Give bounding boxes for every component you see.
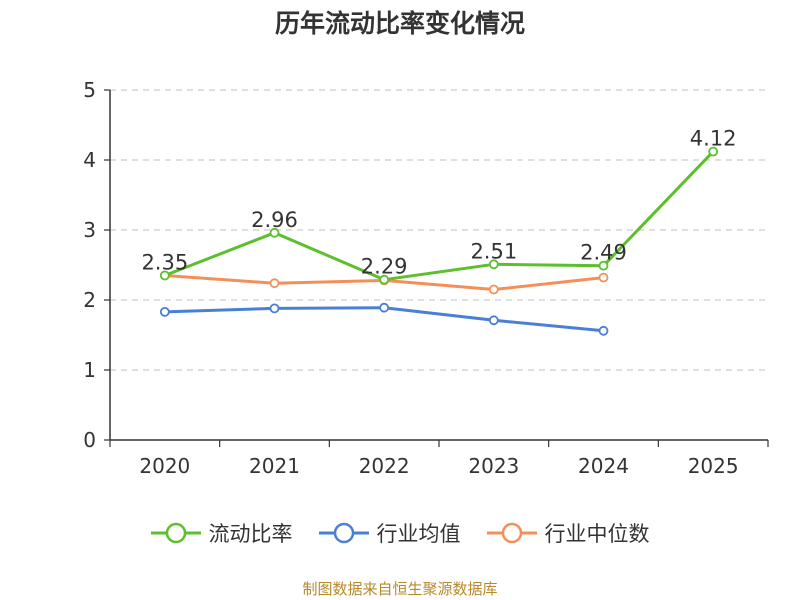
legend: 流动比率 行业均值 行业中位数 — [0, 518, 800, 548]
y-tick-label: 0 — [83, 428, 96, 452]
data-labels: 2.35 2.96 2.29 2.51 2.49 4.12 — [141, 127, 736, 279]
axes — [109, 90, 768, 441]
data-point[interactable] — [598, 260, 609, 271]
x-tick-label: 2025 — [688, 454, 739, 478]
legend-line-icon — [150, 522, 201, 544]
data-label: 2.35 — [141, 251, 188, 275]
data-point[interactable] — [598, 325, 609, 336]
data-point[interactable] — [708, 146, 719, 157]
legend-item[interactable]: 行业均值 — [318, 518, 461, 548]
chart-title: 历年流动比率变化情况 — [274, 9, 525, 38]
data-point[interactable] — [269, 303, 280, 314]
legend-item[interactable]: 流动比率 — [150, 518, 293, 548]
x-tick-label: 2024 — [578, 454, 629, 478]
gridlines — [110, 89, 768, 371]
x-tick-label: 2021 — [249, 454, 300, 478]
series-line — [164, 150, 715, 282]
data-point[interactable] — [598, 272, 609, 283]
data-point[interactable] — [488, 259, 499, 270]
legend-line-icon — [486, 522, 537, 544]
data-point[interactable] — [488, 315, 499, 326]
x-tick-label: 2023 — [468, 454, 519, 478]
y-tick-label: 3 — [83, 218, 96, 242]
data-label: 4.12 — [690, 127, 737, 151]
data-point[interactable] — [379, 302, 390, 313]
data-point[interactable] — [159, 270, 170, 281]
x-axis-ticks: 2020 2021 2022 2023 2024 2025 — [109, 440, 769, 478]
legend-line-icon — [318, 522, 369, 544]
data-label: 2.49 — [580, 241, 627, 265]
data-point[interactable] — [269, 278, 280, 289]
y-tick-label: 4 — [83, 148, 96, 172]
data-label: 2.29 — [361, 255, 408, 279]
y-tick-label: 2 — [83, 288, 96, 312]
legend-label: 流动比率 — [208, 522, 293, 546]
data-point[interactable] — [379, 274, 390, 285]
x-tick-label: 2022 — [359, 454, 410, 478]
data-point[interactable] — [488, 284, 499, 295]
data-point[interactable] — [159, 306, 170, 317]
legend-item[interactable]: 行业中位数 — [486, 518, 650, 548]
y-axis-ticks: 0 1 2 3 4 5 — [83, 78, 110, 452]
x-tick-label: 2020 — [139, 454, 190, 478]
data-point[interactable] — [269, 227, 280, 238]
legend-label: 行业均值 — [376, 522, 461, 546]
data-label: 2.51 — [470, 239, 517, 263]
legend-label: 行业中位数 — [544, 522, 650, 546]
data-label: 2.96 — [251, 208, 298, 232]
series-group — [159, 146, 719, 336]
y-tick-label: 5 — [83, 78, 96, 102]
source-note: 制图数据来自恒生聚源数据库 — [302, 580, 498, 598]
y-tick-label: 1 — [83, 358, 96, 382]
